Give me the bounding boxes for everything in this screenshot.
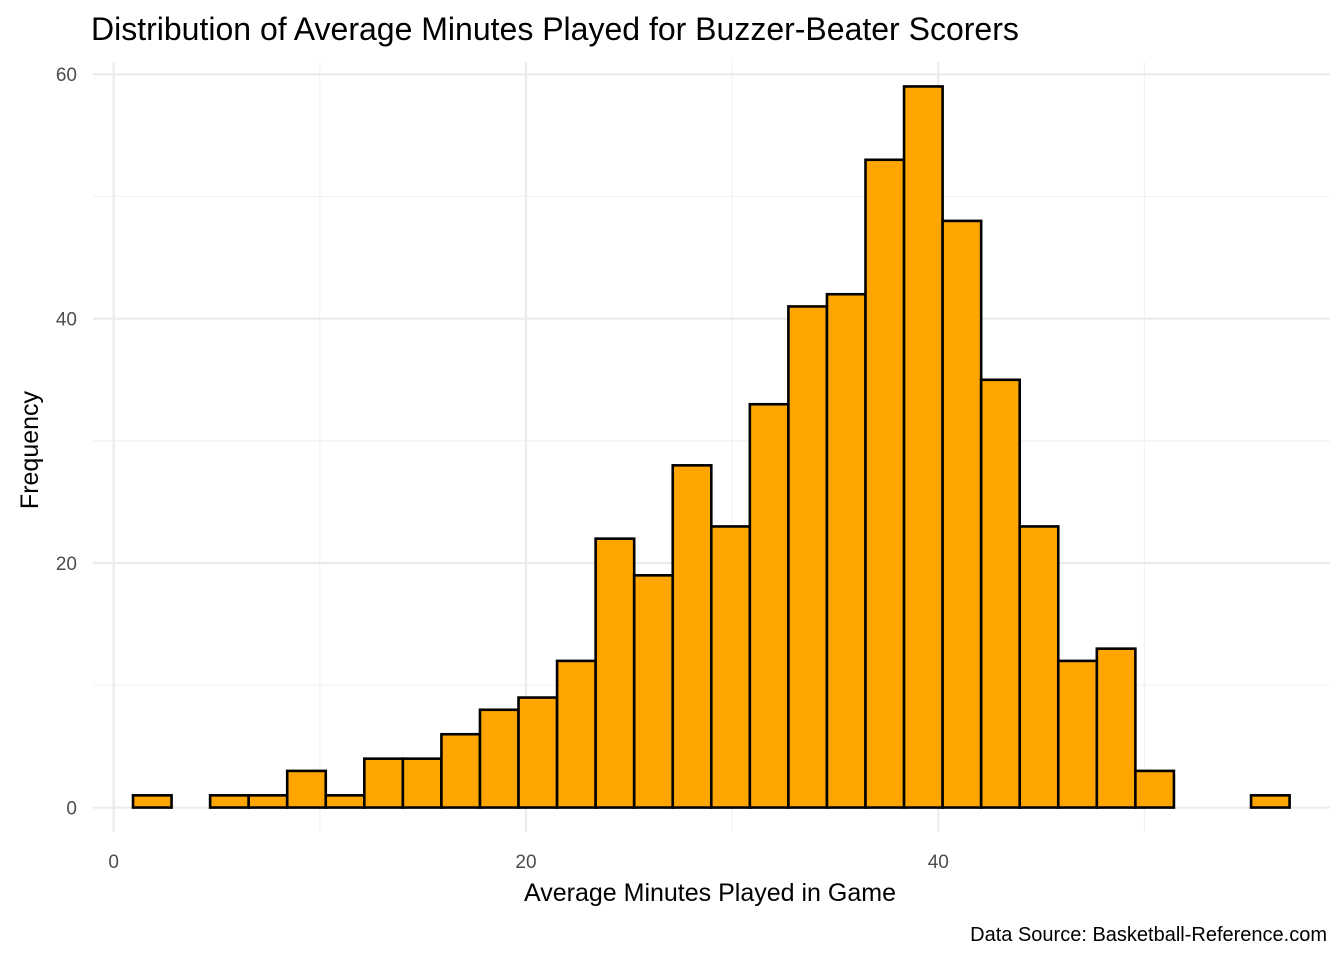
x-tick-label: 0 (108, 852, 119, 873)
y-tick-label: 60 (56, 65, 77, 86)
histogram-bar (131, 794, 173, 809)
x-tick-label: 20 (515, 852, 536, 873)
histogram-bar (979, 378, 1022, 809)
histogram-bar (1095, 647, 1137, 809)
histogram-bar (1249, 794, 1291, 809)
histogram-bar (632, 574, 675, 809)
histogram-bar (787, 305, 829, 809)
histogram-bar (517, 696, 559, 809)
histogram-bar (1018, 525, 1060, 809)
histogram-bar (555, 659, 597, 809)
y-axis-title: Frequency (16, 390, 44, 509)
histogram-bar (594, 537, 636, 809)
chart-title: Distribution of Average Minutes Played f… (91, 11, 1019, 47)
y-tick-label: 40 (56, 310, 77, 331)
histogram-bar (671, 464, 713, 809)
x-axis-title: Average Minutes Played in Game (524, 879, 896, 907)
histogram-bar (363, 757, 405, 809)
histogram-bar (440, 732, 482, 809)
histogram-bar (478, 708, 520, 809)
histogram-bar (902, 85, 944, 809)
y-tick-label: 0 (66, 799, 77, 820)
histogram-bar (864, 158, 906, 809)
histogram-bar (825, 292, 867, 809)
histogram-bar (324, 794, 366, 809)
histogram-bar (941, 219, 983, 809)
x-tick-label: 40 (928, 852, 949, 873)
histogram-bar (1056, 659, 1099, 809)
y-tick-label: 20 (56, 554, 77, 575)
axis-tick-labels: 0 20 40 0 20 40 60 (56, 65, 949, 873)
histogram-bar (285, 769, 328, 809)
histogram-bar (709, 525, 752, 809)
histogram-bar (401, 757, 443, 809)
histogram-bar (1134, 769, 1176, 809)
histogram-bar (247, 794, 289, 809)
histogram-bar (208, 794, 250, 809)
histogram-bar (748, 402, 790, 809)
data-source-caption: Data Source: Basketball-Reference.com (970, 924, 1327, 946)
histogram-bars (131, 85, 1291, 809)
